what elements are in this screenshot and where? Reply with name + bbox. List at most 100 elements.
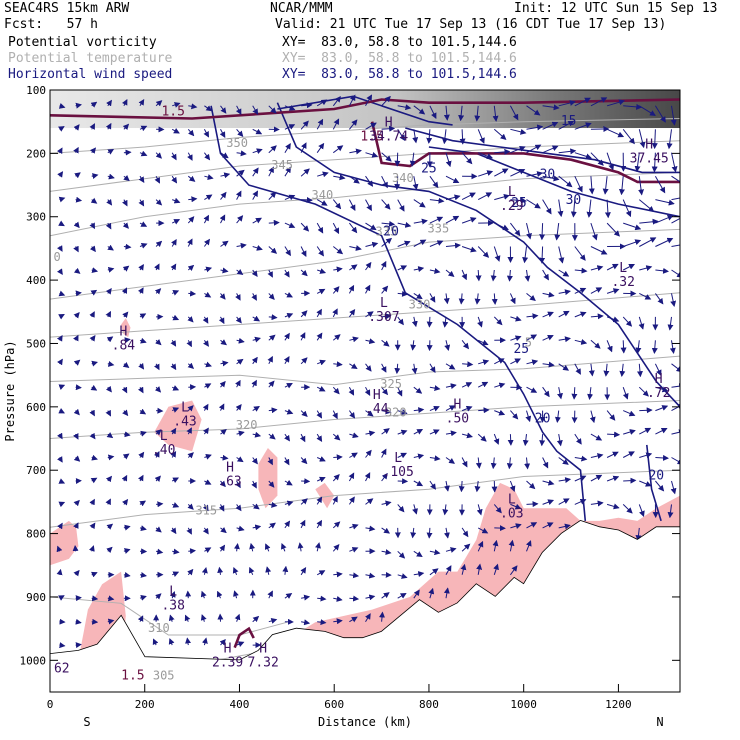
wind-vector-531 [410, 527, 417, 539]
wind-vector-705 [558, 175, 573, 188]
pv-label-1: 1.5 [360, 130, 383, 145]
wind-vector-31 [73, 267, 81, 274]
wind-vector-269 [236, 337, 245, 344]
model-name: SEAC4RS 15km ARW [4, 1, 130, 16]
wind-vector-381 [316, 222, 324, 234]
theta-contour-2 [50, 355, 680, 386]
wind-vector-512 [397, 592, 407, 599]
theta-label-1: 345 [271, 158, 293, 172]
wind-vector-157 [155, 526, 162, 533]
wind-vector-450 [365, 222, 377, 231]
wind-vector-675 [526, 386, 538, 393]
wind-vector-585 [461, 246, 477, 253]
wind-vector-766 [606, 316, 620, 323]
wind-vector-312 [268, 219, 280, 226]
wind-vector-83 [105, 385, 112, 393]
extremum-kind-13: L [508, 492, 516, 507]
wind-vector-350 [282, 565, 289, 575]
wind-vector-80 [105, 310, 111, 318]
wind-vector-832 [671, 152, 678, 173]
wind-vector-166 [171, 175, 178, 184]
wind-vector-330 [284, 105, 296, 111]
wind-vector-172 [171, 314, 180, 321]
wind-vector-636 [490, 457, 497, 470]
wind-vector-510 [397, 550, 406, 559]
wind-vector-243 [219, 293, 226, 300]
wind-vector-760 [602, 176, 609, 195]
wind-vector-388 [316, 385, 326, 392]
wind-vector-486 [381, 527, 391, 534]
x-tick-label-5: 1000 [510, 698, 537, 711]
wind-vector-316 [268, 314, 278, 321]
wind-vector-356 [300, 168, 310, 177]
wind-vector-103 [122, 311, 129, 319]
wind-vector-290 [251, 269, 258, 278]
wind-vector-296 [252, 405, 260, 412]
wind-vector-659 [510, 503, 522, 510]
wind-vector-401 [333, 145, 344, 154]
pv-contour-upper [50, 98, 680, 120]
wind-vector-425 [349, 175, 360, 184]
wind-vector-190 [187, 175, 196, 182]
wind-vector-613 [478, 407, 490, 414]
wind-vector-90 [106, 546, 113, 554]
wind-vector-477 [381, 313, 392, 320]
extremum-value-13: .03 [500, 506, 523, 521]
wind-vector-177 [170, 427, 177, 435]
wind-vector-77 [107, 244, 114, 251]
wind-vector-209 [184, 614, 191, 622]
wind-vector-445 [365, 94, 372, 107]
wind-vector-587 [458, 293, 465, 305]
wind-vector-788 [623, 410, 636, 417]
wind-vector-475 [380, 260, 387, 271]
wind-vector-169 [171, 238, 177, 247]
wind-vector-550 [429, 455, 441, 462]
wind-vector-390 [316, 433, 323, 443]
wind-vector-384 [316, 288, 326, 295]
wind-vector-107 [122, 409, 129, 417]
extremum-value-12: .105 [383, 465, 414, 480]
wind-vector-525 [413, 386, 423, 394]
wind-vector-751 [587, 387, 594, 400]
wind-vector-542 [429, 268, 441, 274]
wind-vector-36 [75, 384, 82, 391]
wind-vector-837 [671, 269, 680, 278]
wind-vector-419 [333, 571, 343, 578]
wind-vector-549 [429, 429, 440, 435]
wind-vector-94 [121, 99, 128, 107]
wind-vector-651 [510, 315, 522, 322]
wind-vector-95 [122, 123, 130, 131]
wind-vector-348 [284, 520, 291, 529]
wind-vector-415 [332, 473, 340, 482]
wind-vector-809 [639, 480, 652, 487]
wind-vector-223 [204, 383, 212, 389]
wind-vector-125 [139, 313, 147, 319]
wind-vector-202 [187, 452, 194, 459]
wind-vector-845 [671, 457, 680, 465]
wind-vector-802 [638, 316, 645, 330]
wind-vector-239 [220, 191, 227, 200]
wind-vector-129 [139, 408, 147, 415]
wind-vector-584 [461, 217, 477, 224]
wind-vector-647 [510, 222, 521, 237]
wind-vector-625 [494, 193, 510, 201]
wind-vector-508 [397, 504, 405, 513]
wind-vector-275 [235, 480, 241, 489]
wind-vector-554 [429, 549, 441, 556]
wind-vector-518 [413, 218, 428, 225]
wind-vector-601 [477, 129, 485, 144]
pv-label-2: 1.5 [121, 668, 144, 683]
wind-vector-592 [461, 405, 473, 412]
wind-vector-428 [349, 245, 362, 251]
x-tick-label-3: 600 [324, 698, 344, 711]
wind-vector-5 [58, 220, 65, 227]
wind-vector-559 [445, 152, 452, 168]
wind-vector-583 [461, 192, 476, 201]
wind-vector-208 [185, 590, 192, 599]
wind-vector-229 [202, 527, 209, 535]
wind-vector-217 [203, 238, 210, 247]
wind-vector-375 [301, 619, 311, 626]
wind-vector-643 [510, 128, 527, 135]
wind-vector-646 [510, 197, 527, 204]
wind-vector-212 [203, 129, 209, 138]
